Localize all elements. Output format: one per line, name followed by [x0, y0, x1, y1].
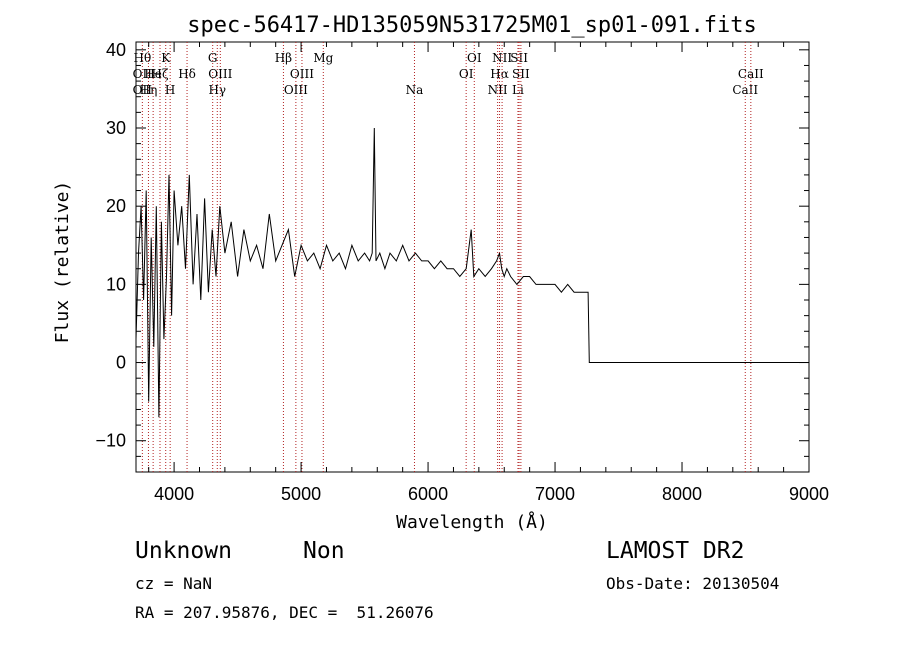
line-label: Mg — [313, 51, 333, 65]
line-label: Hβ — [275, 51, 292, 65]
line-label: Li — [512, 83, 524, 97]
line-label: OII — [133, 83, 153, 97]
y-tick-label: 40 — [106, 40, 126, 60]
line-label: OIII — [290, 67, 314, 81]
coords-text: RA = 207.95876, DEC = 51.26076 — [135, 603, 434, 622]
spectrum-series-line — [135, 127, 809, 418]
y-tick-label: 30 — [106, 118, 126, 138]
plot-frame — [135, 41, 810, 473]
y-tick-label: 20 — [106, 196, 126, 216]
line-label: H — [165, 83, 175, 97]
line-label: CaII — [738, 67, 764, 81]
line-label: K — [161, 51, 171, 65]
line-label: Hθ — [133, 51, 151, 65]
y-axis-label: Flux (relative) — [52, 181, 73, 344]
line-label: OI — [459, 67, 474, 81]
y-tick-label: −10 — [95, 431, 126, 451]
line-label: Hη — [140, 83, 158, 97]
line-label: SII — [510, 51, 528, 65]
line-label: OIII — [208, 67, 232, 81]
line-label: Hδ — [178, 67, 196, 81]
class-text: Unknown — [135, 538, 232, 564]
survey-text: LAMOST DR2 — [606, 538, 745, 564]
line-label: OII — [133, 67, 153, 81]
line-label: Hγ — [208, 83, 226, 97]
line-label: NII — [488, 83, 508, 97]
y-tick-label: 0 — [116, 353, 126, 373]
line-label: NII — [492, 51, 512, 65]
x-tick-label: 6000 — [408, 484, 448, 504]
subclass-text: Non — [303, 538, 345, 564]
line-label: Hζ — [152, 67, 169, 81]
line-label: He — [144, 67, 162, 81]
x-axis-label: Wavelength (Å) — [396, 511, 548, 533]
line-label: CaII — [732, 83, 758, 97]
line-label: Na — [406, 83, 424, 97]
x-tick-label: 9000 — [789, 484, 829, 504]
x-tick-label: 4000 — [154, 484, 194, 504]
line-markers: HθOIIOIIHηHeHζKHHδGHγOIIIHβOIIIOIIIMgNaO… — [133, 42, 764, 472]
x-tick-label: 8000 — [662, 484, 702, 504]
cz-text: cz = NaN — [135, 574, 213, 593]
chart-title: spec-56417-HD135059N531725M01_sp01-091.f… — [187, 13, 757, 38]
x-tick-label: 5000 — [281, 484, 321, 504]
line-label: G — [208, 51, 218, 65]
y-tick-label: 10 — [106, 274, 126, 294]
obs-date-text: Obs-Date: 20130504 — [606, 574, 780, 593]
line-label: Hα — [490, 67, 509, 81]
x-tick-label: 7000 — [535, 484, 575, 504]
line-label: OIII — [284, 83, 308, 97]
line-label: OI — [467, 51, 482, 65]
axis-ticks: 4000 5000 6000 7000 8000 9000 −10 0 10 20 30 40 — [95, 40, 829, 504]
line-label: SII — [512, 67, 530, 81]
